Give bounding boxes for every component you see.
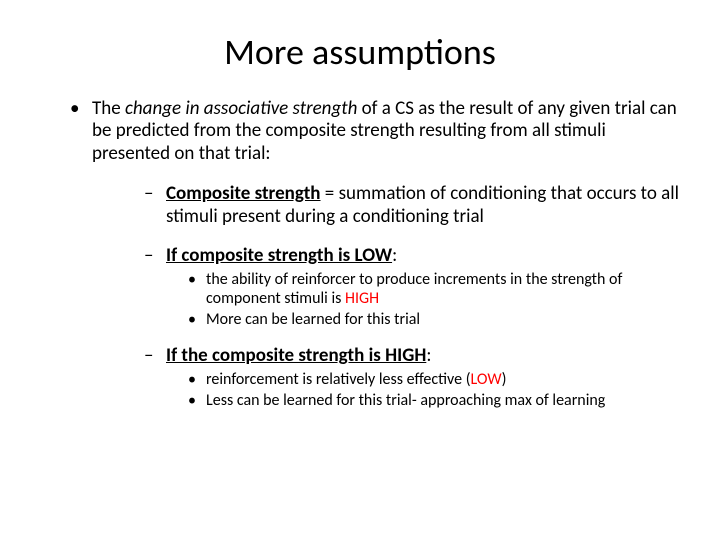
- text-fragment: The: [92, 97, 125, 120]
- text-fragment: the ability of reinforcer to produce inc…: [206, 270, 622, 308]
- bullet-l3-low-1: the ability of reinforcer to produce inc…: [188, 270, 680, 308]
- text-emphasis: change in associative strength: [125, 97, 357, 120]
- bullet-l2-high: If the composite strength is HIGH: reinf…: [144, 345, 680, 410]
- text-bold-underline: If the composite strength is HIGH: [166, 344, 426, 367]
- text-fragment: ): [502, 370, 507, 389]
- bullet-l3-high-2: Less can be learned for this trial- appr…: [188, 391, 680, 410]
- text-red: HIGH: [345, 289, 379, 308]
- bullet-l2-composite-strength: Composite strength = summation of condit…: [144, 183, 680, 229]
- bullet-list-level2: Composite strength = summation of condit…: [144, 183, 680, 410]
- text-fragment: :: [392, 244, 397, 267]
- text-bold-underline: Composite strength: [166, 182, 321, 205]
- bullet-list-level3: reinforcement is relatively less effecti…: [188, 370, 680, 410]
- text-red: LOW: [471, 370, 502, 389]
- bullet-l3-high-1: reinforcement is relatively less effecti…: [188, 370, 680, 389]
- bullet-list-level1: The change in associative strength of a …: [70, 98, 680, 410]
- slide-title: More assumptions: [40, 30, 680, 74]
- text-fragment: :: [426, 344, 431, 367]
- bullet-l3-low-2: More can be learned for this trial: [188, 310, 680, 329]
- bullet-l2-low: If composite strength is LOW: the abilit…: [144, 245, 680, 329]
- text-fragment: reinforcement is relatively less effecti…: [206, 370, 471, 389]
- slide: More assumptions The change in associati…: [0, 0, 720, 540]
- bullet-l1-1: The change in associative strength of a …: [70, 98, 680, 410]
- bullet-list-level3: the ability of reinforcer to produce inc…: [188, 270, 680, 330]
- text-bold-underline: If composite strength is LOW: [166, 244, 392, 267]
